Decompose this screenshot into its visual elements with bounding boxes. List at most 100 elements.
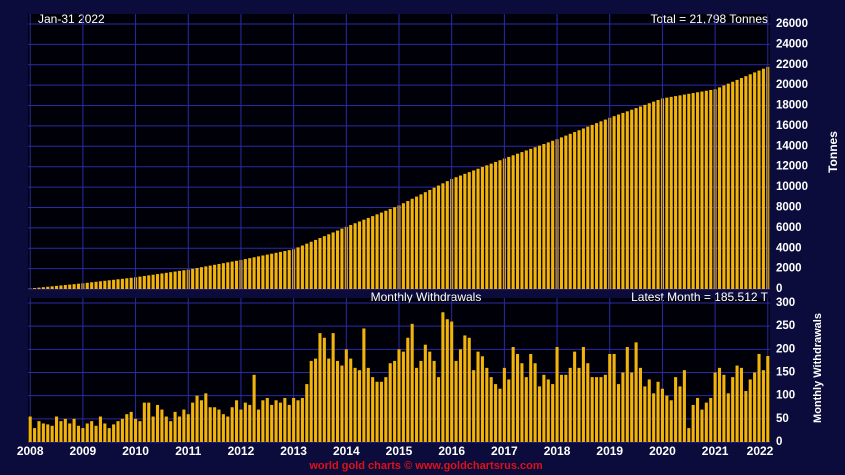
bar xyxy=(340,365,344,442)
bar xyxy=(50,286,54,289)
bar xyxy=(454,360,458,442)
bar xyxy=(199,400,203,442)
bar xyxy=(76,283,81,289)
bar xyxy=(423,344,427,442)
bar xyxy=(388,208,392,289)
bar xyxy=(283,397,287,442)
bar xyxy=(537,386,542,442)
x-tick-label: 2009 xyxy=(70,444,97,458)
bar xyxy=(445,181,449,289)
x-tick-label: 2016 xyxy=(438,444,465,458)
bar xyxy=(696,92,700,290)
bar xyxy=(502,367,506,442)
x-tick-label: 2017 xyxy=(491,444,518,458)
bar xyxy=(621,372,625,442)
bar xyxy=(432,360,436,442)
bar xyxy=(480,356,484,442)
bar xyxy=(379,381,383,442)
bar xyxy=(169,272,173,289)
bar xyxy=(274,400,278,442)
latest-annotation: Latest Month = 185.512 T xyxy=(631,290,769,304)
bar xyxy=(458,175,463,289)
bar xyxy=(217,409,221,442)
bar xyxy=(616,384,621,442)
bar xyxy=(524,150,528,289)
bar xyxy=(717,367,722,442)
bar xyxy=(248,404,252,442)
bar xyxy=(423,192,427,289)
bar xyxy=(116,279,120,289)
bar xyxy=(335,360,340,442)
date-label: Jan-31 2022 xyxy=(38,12,105,26)
bar xyxy=(287,250,291,289)
bar xyxy=(700,409,704,442)
bar xyxy=(287,404,291,442)
bar xyxy=(309,241,313,289)
bar xyxy=(498,160,502,289)
bar xyxy=(41,287,45,289)
bar xyxy=(296,247,300,289)
bar xyxy=(252,257,256,289)
bar xyxy=(753,372,757,442)
bar xyxy=(37,287,41,289)
x-tick-label: 2019 xyxy=(596,444,623,458)
bar xyxy=(599,121,603,289)
bar xyxy=(682,94,686,290)
bar xyxy=(384,377,388,442)
bar xyxy=(722,374,726,442)
x-tick-label: 2018 xyxy=(544,444,571,458)
bar xyxy=(349,225,353,289)
bar xyxy=(436,185,441,289)
bar xyxy=(155,404,160,442)
y-tick-label: 300 xyxy=(776,297,795,309)
bar xyxy=(634,342,638,442)
bar xyxy=(81,428,85,442)
bar xyxy=(401,203,405,289)
y-axis-label: Monthly Withdrawals xyxy=(812,313,824,423)
bar xyxy=(656,100,660,290)
bar xyxy=(278,402,282,442)
bar xyxy=(726,393,730,442)
bar xyxy=(213,264,217,289)
bar xyxy=(419,360,423,442)
bar xyxy=(55,416,59,442)
bar xyxy=(731,377,735,442)
x-tick-label: 2010 xyxy=(122,444,149,458)
bar xyxy=(507,379,511,442)
bar xyxy=(568,367,572,442)
bar xyxy=(41,423,45,442)
bar xyxy=(612,116,616,289)
bar xyxy=(678,95,682,289)
bar xyxy=(90,421,94,442)
bar xyxy=(120,418,124,442)
y-tick-label: 100 xyxy=(776,390,795,402)
x-tick-label: 2022 xyxy=(747,444,774,458)
bar xyxy=(261,400,265,442)
bar xyxy=(300,397,304,442)
bar xyxy=(379,212,383,289)
bar xyxy=(696,397,700,442)
bar xyxy=(107,280,111,289)
bar xyxy=(213,407,217,442)
bar xyxy=(542,144,546,289)
bar xyxy=(415,196,419,289)
bar xyxy=(630,109,634,289)
bar xyxy=(305,384,309,442)
bar xyxy=(546,142,550,289)
bar xyxy=(98,281,102,289)
bar xyxy=(586,126,590,289)
bar xyxy=(230,261,234,289)
bar xyxy=(85,423,89,442)
bar xyxy=(652,101,656,289)
bar xyxy=(208,407,212,442)
bar xyxy=(568,133,572,289)
bar xyxy=(327,358,331,442)
bar xyxy=(691,404,695,442)
bar xyxy=(586,363,590,442)
bar xyxy=(243,259,247,289)
bar xyxy=(371,377,375,442)
bar xyxy=(283,251,287,289)
bar xyxy=(559,137,563,289)
bar xyxy=(68,423,72,442)
bar xyxy=(182,409,186,442)
